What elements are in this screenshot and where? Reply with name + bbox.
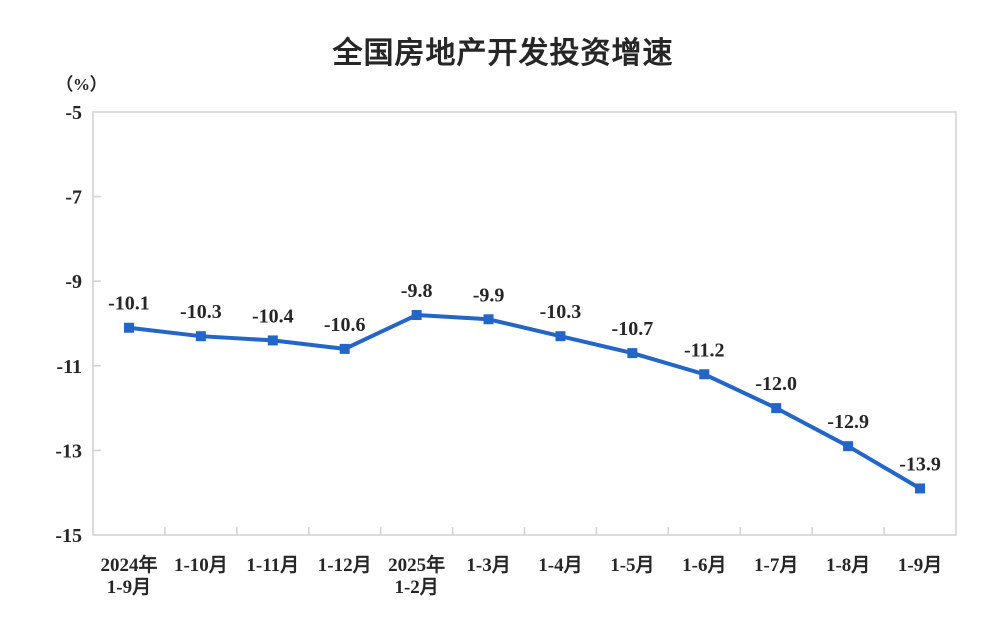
data-label: -9.8 <box>401 280 433 302</box>
x-tick-label: 1-5月 <box>610 555 654 576</box>
data-point-marker <box>627 348 638 359</box>
data-point-marker <box>915 483 926 494</box>
chart-line <box>126 313 923 491</box>
x-tick-label: 1-3月 <box>466 555 510 576</box>
data-point-marker <box>339 343 350 354</box>
data-point-marker <box>843 441 854 452</box>
y-tick-label: -9 <box>65 271 82 293</box>
data-point-marker <box>123 322 134 333</box>
y-axis-unit-label: （%） <box>56 75 107 94</box>
data-label: -10.3 <box>540 301 582 323</box>
x-tick-label: 1-10月 <box>174 555 228 576</box>
x-tick-label: 1-6月 <box>682 555 726 576</box>
data-point-marker <box>195 331 206 342</box>
data-point-marker <box>699 369 710 380</box>
y-tick-label: -15 <box>55 525 82 547</box>
data-label: -10.7 <box>612 318 654 340</box>
data-label: -12.0 <box>755 373 797 395</box>
x-tick-label: 1-7月 <box>754 555 798 576</box>
data-label: -10.6 <box>324 314 366 336</box>
x-tick-label: 1-11月 <box>246 555 299 576</box>
data-label: -9.9 <box>473 284 505 306</box>
data-point-marker <box>483 314 494 325</box>
x-tick-label: 1-4月 <box>538 555 582 576</box>
x-tick-label: 1-8月 <box>826 555 870 576</box>
data-point-marker <box>555 331 566 342</box>
y-tick-label: -11 <box>56 356 82 378</box>
data-point-marker <box>267 335 278 346</box>
data-point-marker <box>771 403 782 414</box>
y-tick-label: -7 <box>65 187 82 209</box>
x-tick-label: 1-12月 <box>318 555 372 576</box>
x-tick-label: 2025年 <box>388 553 445 576</box>
data-label: -10.1 <box>108 293 150 315</box>
x-tick-label: 1-2月 <box>394 577 438 598</box>
data-label: -10.3 <box>180 301 222 323</box>
data-label: -11.2 <box>684 339 725 361</box>
data-point-marker <box>411 310 422 321</box>
x-tick-label: 1-9月 <box>898 555 942 576</box>
data-label: -12.9 <box>827 411 869 433</box>
plot-border <box>92 111 957 536</box>
y-tick-label: -13 <box>55 440 82 462</box>
x-tick-label: 1-9月 <box>107 577 151 598</box>
y-tick-label: -5 <box>65 102 82 124</box>
data-label: -10.4 <box>252 305 294 327</box>
x-tick-label: 2024年 <box>100 553 157 576</box>
data-label: -13.9 <box>899 453 941 475</box>
chart-title: 全国房地产开发投资增速 <box>332 37 674 70</box>
